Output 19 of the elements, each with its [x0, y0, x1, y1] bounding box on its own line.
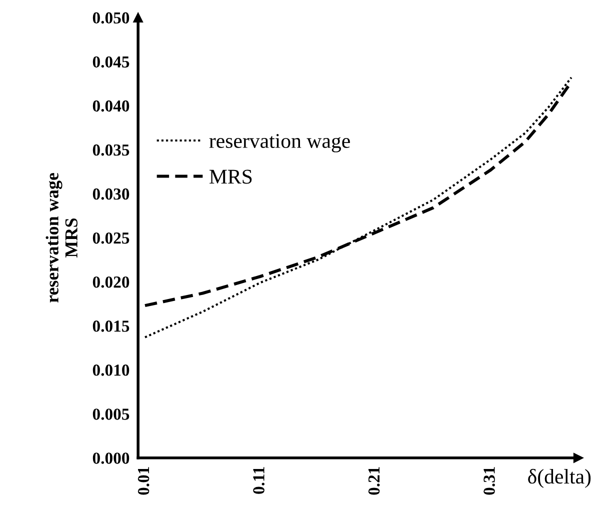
x-tick-label: 0.11	[253, 467, 264, 494]
y-tick-label: 0.045	[92, 56, 130, 68]
y-tick-label: 0.050	[92, 12, 130, 24]
y-tick-label: 0.000	[92, 452, 130, 464]
y-tick-label: 0.010	[92, 364, 130, 376]
y-tick-label: 0.020	[92, 276, 130, 288]
legend-label: reservation wage	[209, 134, 350, 152]
x-tick-label: 0.21	[368, 467, 380, 495]
x-tick-label: 0.31	[484, 467, 495, 495]
y-tick-label: 0.040	[92, 100, 130, 112]
y-axis-title: reservation wage MRS	[46, 172, 78, 303]
y-tick-label: 0.025	[92, 232, 130, 244]
x-axis-title: δ(delta)	[528, 468, 591, 488]
y-tick-label: 0.005	[92, 408, 130, 420]
y-tick-label: 0.030	[92, 188, 130, 200]
x-tick-label: 0.01	[138, 467, 150, 495]
legend-label: MRS	[210, 170, 252, 184]
y-tick-label: 0.015	[92, 320, 130, 332]
y-tick-label: 0.035	[92, 144, 130, 156]
